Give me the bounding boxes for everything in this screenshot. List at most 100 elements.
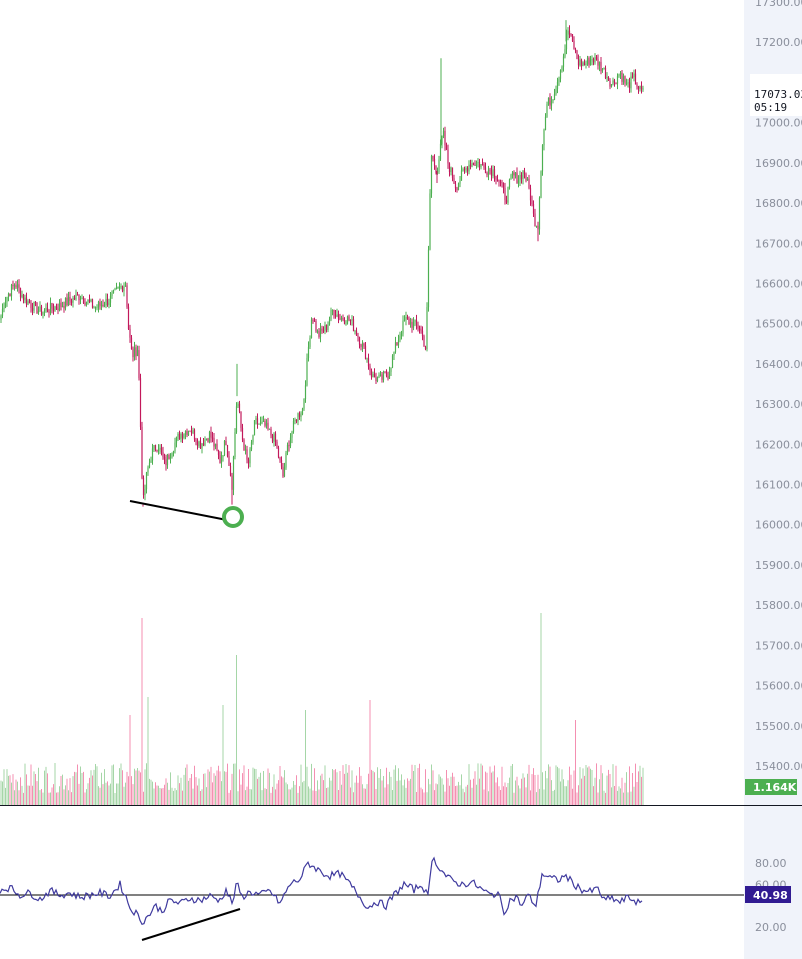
candle-body xyxy=(73,297,76,300)
candle-body xyxy=(387,376,389,379)
price-trendline[interactable] xyxy=(129,500,233,522)
price-tick-label: 17300.00 xyxy=(755,0,802,9)
candle-body xyxy=(450,167,452,173)
candle-body xyxy=(619,72,622,75)
candle-body xyxy=(600,61,602,72)
candle-body xyxy=(367,358,370,367)
candle-body xyxy=(480,164,482,168)
candle-body xyxy=(216,443,218,451)
volume-value-tag xyxy=(745,779,797,795)
candle-body xyxy=(9,293,11,297)
candle-body xyxy=(402,320,404,334)
divergence-marker-ring[interactable] xyxy=(222,506,244,528)
candle-body xyxy=(544,116,547,130)
candle-body xyxy=(430,155,433,194)
candle-body xyxy=(486,173,488,175)
candle-body xyxy=(165,458,167,466)
price-tick-label: 16200.00 xyxy=(755,438,802,451)
candle-body xyxy=(340,317,343,319)
candle-body xyxy=(244,449,247,451)
candle-body xyxy=(309,337,311,347)
candle-body xyxy=(198,441,200,446)
price-pane[interactable] xyxy=(0,20,644,507)
candle-body xyxy=(622,76,625,82)
candle-body xyxy=(90,299,92,302)
candle-body xyxy=(97,301,100,308)
candle-body xyxy=(60,302,62,307)
candle-body xyxy=(433,158,436,166)
candle-body xyxy=(250,442,253,450)
candle-body xyxy=(229,465,232,476)
candle-body xyxy=(0,315,2,320)
candle-body xyxy=(171,453,173,457)
candle-body xyxy=(570,34,572,36)
candle-body xyxy=(306,357,308,386)
candle-body xyxy=(460,170,463,181)
oscillator-pane[interactable] xyxy=(0,856,744,926)
price-tick-label: 15400.00 xyxy=(755,760,802,773)
candle-body xyxy=(525,174,527,181)
candle-body xyxy=(508,179,511,188)
candle-body xyxy=(475,162,478,166)
candle-body xyxy=(595,57,598,60)
candle-body xyxy=(495,176,497,180)
candle-body xyxy=(354,330,356,332)
candle-body xyxy=(637,86,640,89)
candle-body xyxy=(39,306,41,312)
candle-body xyxy=(496,179,499,181)
candle-body xyxy=(528,178,530,189)
candle-body xyxy=(612,80,614,85)
candle-body xyxy=(204,439,206,446)
candle-body xyxy=(180,433,182,440)
candle-body xyxy=(532,204,535,214)
candle-body xyxy=(343,320,346,324)
drawings-layer[interactable] xyxy=(129,500,244,941)
candle-body xyxy=(294,419,296,421)
candle-body xyxy=(361,343,364,347)
candle-body xyxy=(63,306,65,309)
price-axis[interactable]: 17300.0017200.0017100.0017000.0016900.00… xyxy=(744,0,802,805)
price-tick-label: 15800.00 xyxy=(755,599,802,612)
price-tick-label: 16800.00 xyxy=(755,197,802,210)
candle-body xyxy=(42,311,44,315)
candle-body xyxy=(64,298,67,309)
candle-body xyxy=(195,439,197,442)
oscillator-axis-background xyxy=(744,806,802,959)
candle-body xyxy=(484,167,487,174)
candle-body xyxy=(399,336,401,341)
candle-body xyxy=(366,358,368,360)
candle-body xyxy=(420,329,422,331)
candle-body xyxy=(636,84,638,87)
candle-body xyxy=(121,286,124,292)
candle-body xyxy=(552,99,554,101)
candle-body xyxy=(594,57,596,63)
candle-body xyxy=(406,316,409,319)
price-tick-label: 16500.00 xyxy=(755,318,802,331)
candle-body xyxy=(580,59,583,67)
candle-body xyxy=(15,285,17,288)
candle-body xyxy=(58,302,61,311)
candle-body xyxy=(501,182,503,184)
candle-body xyxy=(151,448,154,461)
candle-body xyxy=(67,296,70,306)
candle-body xyxy=(270,428,272,436)
candle-body xyxy=(282,466,284,477)
candle-body xyxy=(252,435,254,443)
candle-body xyxy=(523,170,526,175)
candle-body xyxy=(132,349,134,358)
candle-body xyxy=(447,149,449,164)
oscillator-trendline[interactable] xyxy=(141,908,241,941)
candle-body xyxy=(529,188,532,201)
candle-body xyxy=(181,433,184,438)
candle-body xyxy=(469,164,472,167)
candle-body xyxy=(124,285,127,287)
candle-body xyxy=(471,163,473,167)
candle-body xyxy=(145,472,148,490)
candle-body xyxy=(478,162,481,168)
candle-body xyxy=(157,449,160,452)
candle-body xyxy=(538,197,541,230)
candle-body xyxy=(586,58,589,64)
candle-body xyxy=(613,80,616,83)
